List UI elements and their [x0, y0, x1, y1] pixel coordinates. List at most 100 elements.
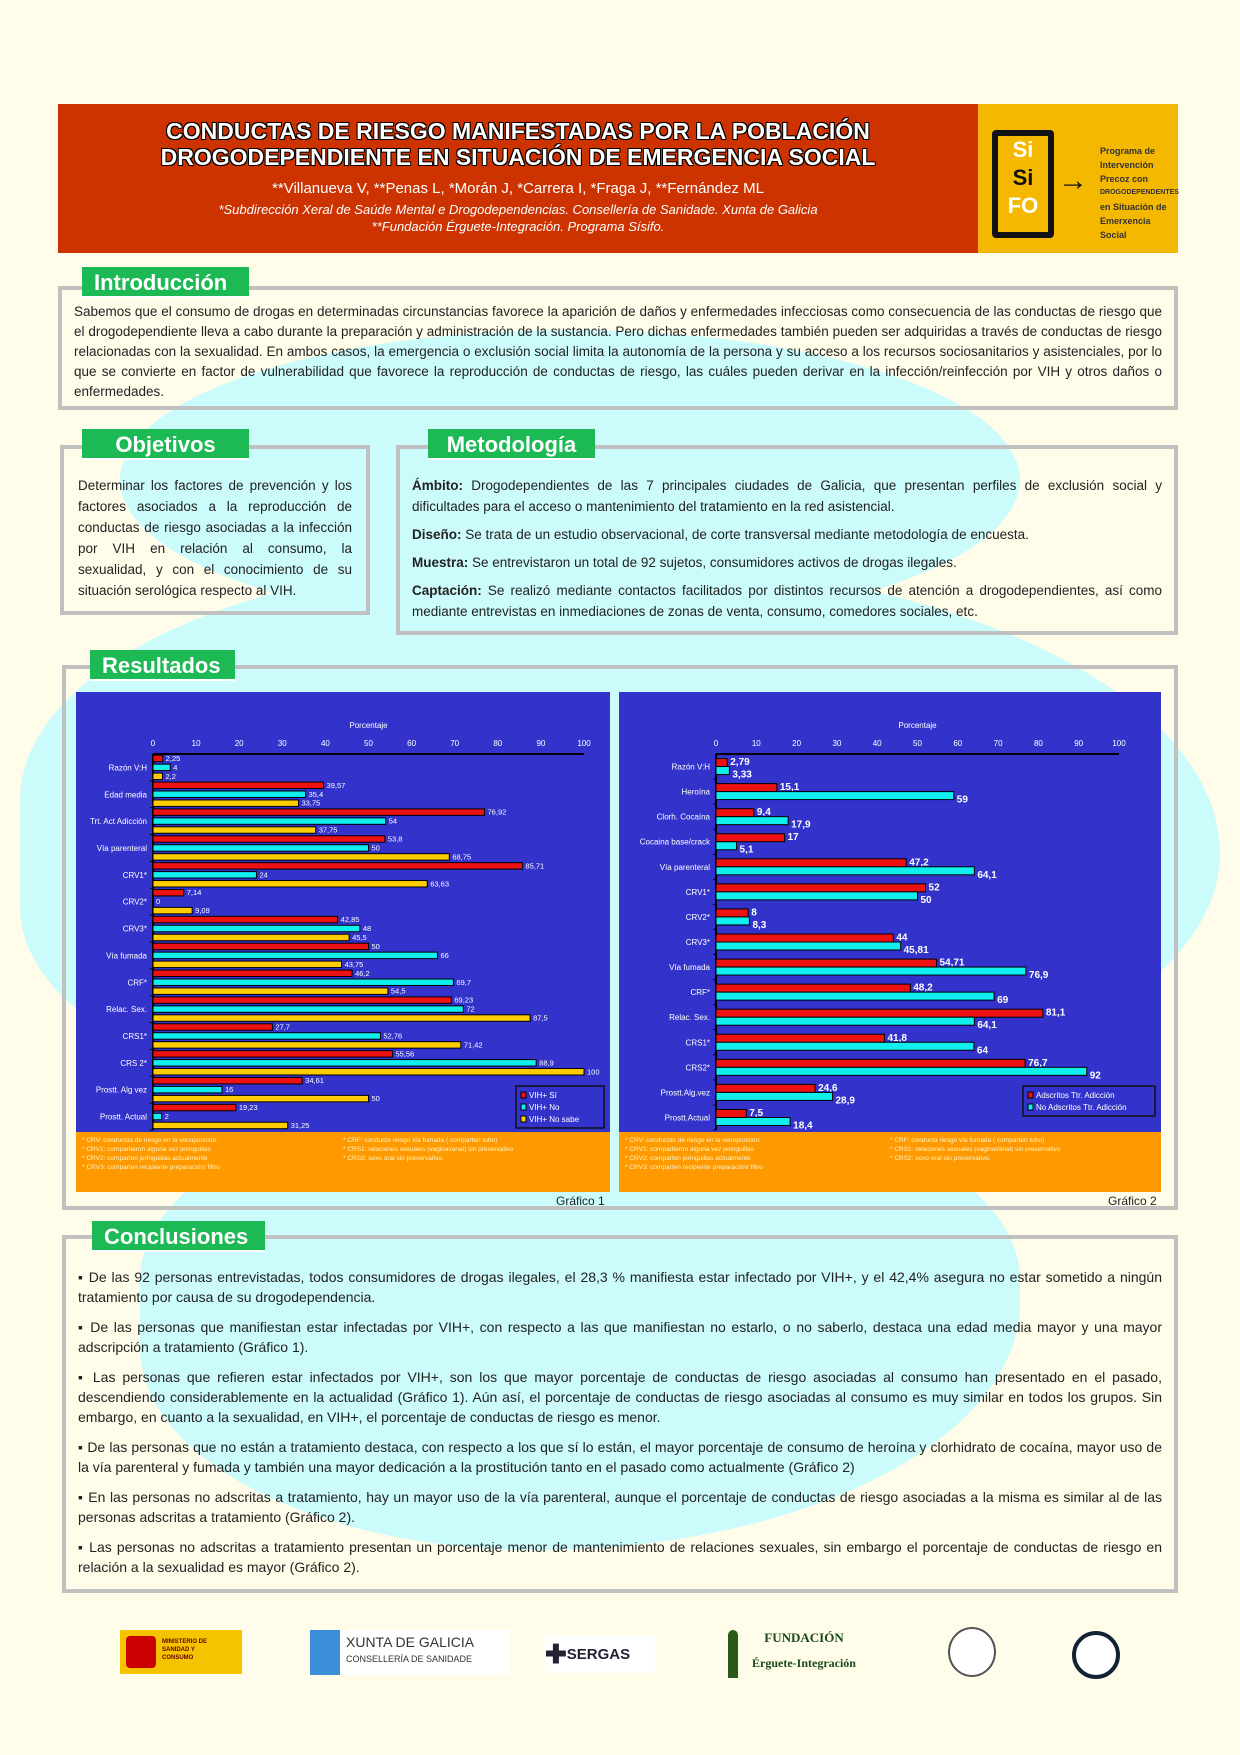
background-map: [120, 330, 1020, 630]
data-label: 4: [173, 763, 177, 772]
data-label: 17: [788, 832, 800, 843]
y-category-label: CRS2*: [686, 1063, 710, 1072]
desc: Drogodependientes de las 7 principales c…: [412, 478, 1162, 514]
legend-label: Adscritos Ttr. Adicción: [1036, 1091, 1115, 1100]
data-label: 100: [587, 1067, 600, 1076]
y-category-label: Clorh. Cocaína: [657, 813, 711, 822]
bar: [152, 915, 339, 924]
x-axis-title: Porcentaje: [898, 721, 937, 730]
conclusion-item: ▪ De las personas que no están a tratami…: [78, 1439, 1162, 1475]
data-label: 54,5: [391, 987, 406, 996]
data-label: 16: [225, 1085, 233, 1094]
bar: [152, 1103, 237, 1112]
bar: [715, 966, 1027, 976]
x-tick-label: 0: [714, 739, 719, 748]
data-label: 64,1: [977, 1020, 997, 1031]
bar: [715, 816, 789, 826]
affiliation-2: **Fundación Érguete-Integración. Program…: [371, 219, 665, 234]
bar: [152, 969, 353, 978]
bar: [715, 1058, 1026, 1068]
sergas-text: SERGAS: [566, 1645, 631, 1663]
footnote: * CRV: conductas de riesgo en la venopun…: [625, 1137, 761, 1144]
data-label: 17,9: [791, 820, 811, 831]
xunta-dept: CONSELLERÍA DE SANIDADE: [346, 1654, 473, 1664]
bar: [152, 1005, 464, 1013]
bar: [152, 978, 454, 986]
logo-letter: FO: [1007, 193, 1039, 218]
affiliation-1: *Subdirección Xeral de Saúde Mental e Dr…: [218, 202, 818, 217]
bar: [152, 951, 438, 960]
conclusion-item: ▪ De las 92 personas entrevistadas, todo…: [78, 1269, 1162, 1305]
y-category-label: Prostt.Actual: [665, 1113, 711, 1122]
y-category-label: Relac. Sex.: [669, 1013, 710, 1022]
bar: [152, 933, 350, 942]
data-label: 31,25: [291, 1121, 310, 1130]
legend-label: VIH+ No: [529, 1103, 560, 1112]
ministerio-text: MINISTERIO DE SANIDAD Y CONSUMO: [162, 1639, 208, 1661]
data-label: 33,75: [301, 799, 320, 808]
bar: [715, 933, 894, 943]
chart-2-caption: Gráfico 2: [1108, 1194, 1157, 1208]
bar: [152, 1076, 303, 1085]
xunta-logo: XUNTA DE GALICIA CONSELLERÍA DE SANIDADE: [310, 1630, 510, 1675]
data-label: 43,75: [345, 960, 364, 969]
fundacion-subname: Érguete-Integración: [752, 1656, 856, 1670]
bar: [152, 960, 343, 969]
y-category-label: Vía parenteral: [97, 844, 147, 853]
data-label: 18,4: [793, 1120, 813, 1131]
metodologia-item: Diseño: Se trata de un estudio observaci…: [412, 524, 1162, 545]
data-label: 2: [165, 1112, 169, 1121]
logo-text: Programa de Intervención Precoz con DROG…: [1100, 144, 1179, 242]
footnote: * CRV3: comparten recipiente preparación…: [625, 1164, 763, 1171]
x-tick-label: 10: [192, 739, 201, 748]
footnote: * CRS1: relaciones sexuales (vaginal/ana…: [343, 1146, 514, 1153]
x-tick-label: 100: [1112, 739, 1126, 748]
data-label: 55,56: [395, 1049, 414, 1058]
bar: [152, 871, 257, 879]
x-tick-label: 70: [450, 739, 459, 748]
data-label: 44: [896, 933, 908, 944]
y-category-label: CRF*: [690, 988, 710, 997]
bar: [152, 835, 386, 843]
circular-seal-logo: [1072, 1631, 1120, 1679]
footnote: * CRV1: compartieron alguna vez jeringui…: [625, 1146, 754, 1153]
objetivos-heading: Objetivos: [82, 429, 249, 460]
bar: [152, 1094, 369, 1103]
footnote: * CRS1: relaciones sexuales (vaginal/ana…: [890, 1146, 1061, 1153]
x-tick-label: 20: [792, 739, 801, 748]
conclusiones-heading: Conclusiones: [92, 1221, 265, 1252]
bar: [715, 958, 937, 968]
term: Diseño:: [412, 527, 462, 542]
bar: [152, 996, 452, 1004]
x-tick-label: 0: [151, 739, 156, 748]
data-label: 88,9: [539, 1058, 554, 1067]
x-tick-label: 80: [1034, 739, 1043, 748]
bar: [152, 754, 164, 763]
x-tick-label: 80: [493, 739, 502, 748]
metodologia-section: Ámbito: Drogodependientes de las 7 princ…: [396, 445, 1178, 635]
resultados-heading: Resultados: [90, 650, 235, 681]
x-tick-label: 30: [832, 739, 841, 748]
bar: [152, 790, 307, 798]
data-label: 8,3: [752, 920, 766, 931]
y-category-label: CRS1*: [686, 1038, 710, 1047]
legend-swatch: [520, 1091, 527, 1099]
data-label: 2,79: [730, 757, 750, 768]
y-category-label: CRV3*: [686, 938, 710, 947]
bar: [715, 841, 738, 851]
data-label: 19,23: [239, 1103, 258, 1112]
data-label: 0: [156, 897, 160, 906]
y-category-label: Vía fumada: [669, 963, 710, 972]
metodologia-item: Muestra: Se entrevistaron un total de 92…: [412, 552, 1162, 573]
bar: [152, 799, 299, 807]
data-label: 41,8: [887, 1033, 907, 1044]
metodologia-heading: Metodología: [428, 429, 595, 460]
logo-text-line: Programa de: [1100, 146, 1156, 156]
y-category-label: CRV2*: [686, 913, 710, 922]
y-category-label: Edad media: [104, 790, 147, 799]
logo-letter: Si: [1012, 137, 1034, 162]
data-label: 59: [957, 795, 969, 806]
footnote: * CRF: conducta riesgo vía fumada ( comp…: [890, 1137, 1045, 1144]
authors: **Villanueva V, **Penas L, *Morán J, *Ca…: [272, 180, 764, 197]
bar: [152, 1059, 537, 1067]
